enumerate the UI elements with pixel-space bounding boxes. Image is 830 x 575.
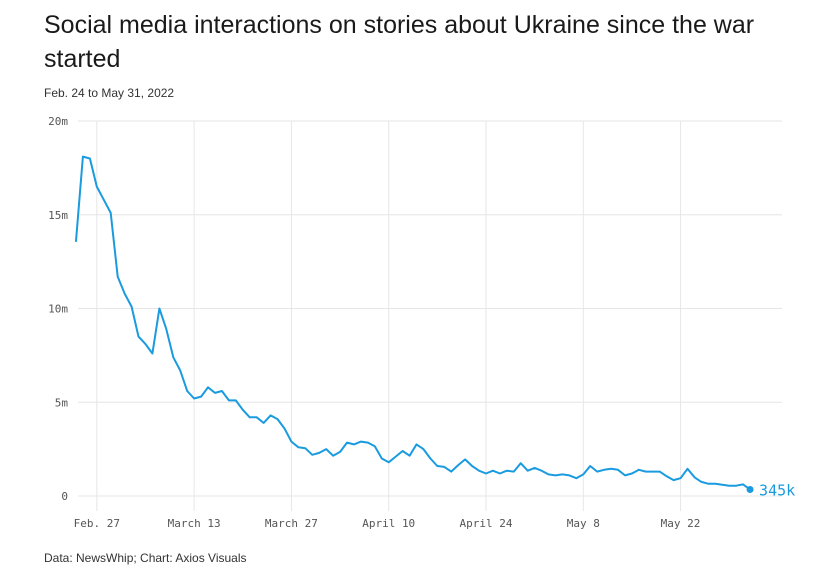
x-tick-label: May 22 [661, 517, 701, 530]
end-value-label: 345k [759, 482, 795, 500]
y-tick-label: 5m [55, 396, 69, 409]
x-tick-label: Feb. 27 [74, 517, 120, 530]
end-point-marker [746, 486, 754, 494]
x-tick-label: March 27 [265, 517, 318, 530]
x-tick-label: March 13 [168, 517, 221, 530]
x-tick-label: May 8 [567, 517, 600, 530]
y-tick-label: 15m [48, 209, 68, 222]
source-note: Data: NewsWhip; Chart: Axios Visuals [44, 551, 247, 565]
chart-title: Social media interactions on stories abo… [44, 11, 755, 73]
y-tick-label: 0 [61, 490, 68, 503]
series-line-interactions [75, 155, 752, 491]
y-tick-label: 10m [48, 303, 68, 316]
chart-subtitle: Feb. 24 to May 31, 2022 [44, 86, 175, 100]
y-tick-label: 20m [48, 115, 68, 128]
x-tick-label: April 10 [362, 517, 415, 530]
x-tick-label: April 24 [459, 517, 512, 530]
